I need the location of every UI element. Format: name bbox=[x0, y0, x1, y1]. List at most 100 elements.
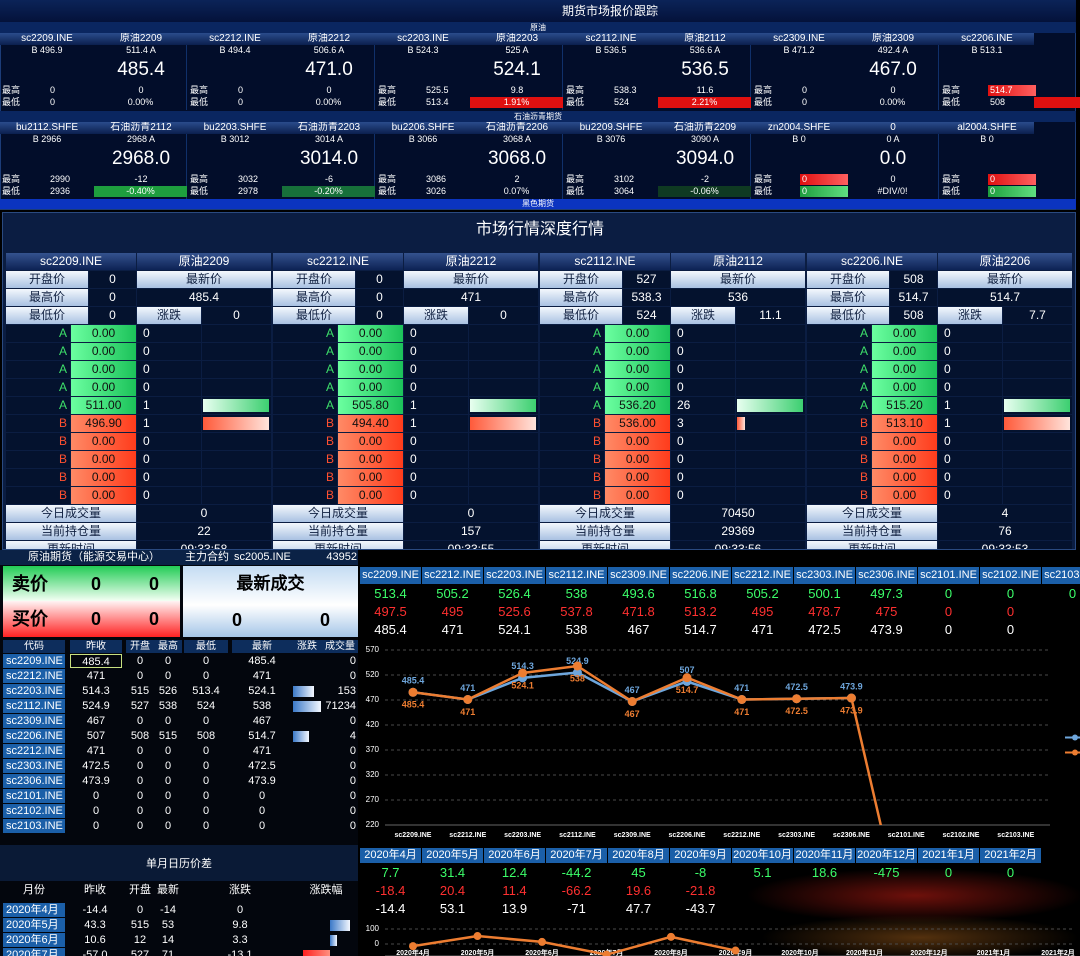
cell: 0 bbox=[1068, 586, 1077, 601]
cell: 526.4 bbox=[498, 586, 531, 601]
high: 3102 bbox=[614, 174, 635, 184]
cell: 513.4 bbox=[374, 586, 407, 601]
cell: 514.7 bbox=[248, 730, 276, 742]
data-label: 467 bbox=[625, 685, 640, 695]
label: 开盘价 bbox=[273, 271, 355, 288]
card bbox=[376, 33, 563, 110]
sell-volume: 0 bbox=[148, 574, 159, 594]
side: A bbox=[6, 397, 70, 414]
data-label: 467 bbox=[625, 709, 640, 719]
cell: 0 bbox=[92, 820, 100, 832]
column-header: 涨跌 bbox=[292, 640, 322, 653]
level-volume: 0 bbox=[938, 379, 1002, 396]
cell: 524 bbox=[196, 700, 216, 712]
label: 最新价 bbox=[671, 271, 805, 288]
label: 今日成交量 bbox=[807, 505, 937, 522]
level-price: 536.00 bbox=[605, 415, 670, 432]
bar-cell bbox=[202, 469, 271, 486]
cell: 3.3 bbox=[232, 934, 248, 946]
low: 524 bbox=[623, 307, 670, 324]
side: A bbox=[6, 379, 70, 396]
month: 2020年7月 bbox=[3, 948, 65, 956]
cell: 0 bbox=[202, 715, 210, 727]
data-label: 524.9 bbox=[566, 656, 589, 666]
panel-title: 市场行情深度行情 bbox=[475, 221, 604, 238]
field-label: 最高 bbox=[754, 174, 773, 184]
point bbox=[627, 697, 637, 706]
oi: 29369 bbox=[671, 523, 805, 540]
sell-price: 0 bbox=[90, 574, 101, 594]
cell: 0 bbox=[202, 655, 210, 667]
code: sc2212.INE bbox=[3, 669, 65, 683]
month: 2020年4月 bbox=[3, 903, 65, 917]
field-label: 最低 bbox=[942, 186, 961, 196]
x-tick-label: sc2112.INE bbox=[559, 832, 596, 839]
low: 524 bbox=[614, 97, 630, 107]
data-label: 485.4 bbox=[402, 676, 425, 686]
contract-name: 原油2309 bbox=[846, 33, 940, 45]
bar-cell bbox=[736, 433, 805, 450]
cell: 19.6 bbox=[625, 883, 652, 898]
change-pct: -0.06% bbox=[658, 186, 751, 197]
cell: 471.8 bbox=[622, 604, 655, 619]
x-tick-label: sc2209.INE bbox=[395, 832, 432, 839]
high: 3032 bbox=[238, 174, 259, 184]
high: 2990 bbox=[50, 174, 71, 184]
cell: 153 bbox=[337, 685, 356, 697]
bar-cell bbox=[736, 379, 805, 396]
high: 0 bbox=[802, 85, 808, 95]
code: sc2309.INE bbox=[3, 714, 65, 728]
cell: 525.6 bbox=[498, 604, 531, 619]
cell: 0 bbox=[164, 655, 172, 667]
y-tick-label: 320 bbox=[366, 770, 380, 779]
ask: 492.4 A bbox=[877, 45, 909, 55]
cell: 538 bbox=[158, 700, 178, 712]
cell: 471 bbox=[441, 622, 464, 637]
data-label: 514.7 bbox=[676, 685, 699, 695]
cell: 53 bbox=[161, 919, 175, 931]
x-tick-label: 2020年4月 bbox=[396, 948, 429, 956]
label: 今日成交量 bbox=[6, 505, 136, 522]
bar-cell bbox=[469, 451, 538, 468]
depth-panel: 市场行情深度行情 sc2209.INE 原油2209 开盘价 0 最新价 最高价 0 485.4… bbox=[2, 212, 1076, 550]
point bbox=[737, 695, 747, 704]
cell: 0 bbox=[1006, 622, 1015, 637]
point bbox=[463, 695, 473, 704]
cell: 0 bbox=[258, 820, 266, 832]
side: B bbox=[807, 433, 871, 450]
level-volume: 0 bbox=[404, 379, 468, 396]
cell: 0 bbox=[202, 760, 210, 772]
cell: 0 bbox=[1006, 604, 1015, 619]
panel-title: 期货市场报价跟踪 bbox=[0, 0, 1076, 22]
ask: 511.4 A bbox=[126, 45, 156, 55]
point bbox=[846, 693, 856, 703]
contract-code: sc2112.INE bbox=[564, 33, 658, 45]
level-volume: 1 bbox=[137, 415, 201, 432]
cell: 0 bbox=[349, 775, 356, 787]
cell: 538 bbox=[252, 700, 272, 712]
cell: -14.4 bbox=[375, 901, 406, 916]
field-label: 最低 bbox=[190, 186, 209, 196]
ask: 3014 A bbox=[314, 134, 344, 144]
column-header: sc2103.INE bbox=[1042, 567, 1080, 584]
column-header: 2020年4月 bbox=[360, 848, 421, 863]
cell: 71234 bbox=[325, 700, 356, 712]
ask: 3068 A bbox=[502, 134, 532, 144]
level-volume: 0 bbox=[671, 343, 735, 360]
trade-volume: 0 bbox=[319, 610, 330, 630]
level-price: 0.00 bbox=[71, 487, 136, 504]
card bbox=[564, 33, 751, 110]
contract-name: 原油2112 bbox=[658, 33, 752, 45]
contract-name: 0 bbox=[846, 122, 940, 134]
change-bar bbox=[293, 731, 310, 742]
cell: 0 bbox=[202, 820, 210, 832]
contract-code: sc2212.INE bbox=[188, 33, 282, 45]
cell: 0 bbox=[349, 760, 356, 772]
card bbox=[0, 122, 187, 199]
name: 原油2112 bbox=[671, 253, 805, 270]
cell: 500.1 bbox=[808, 586, 841, 601]
column-header: 开盘 bbox=[126, 640, 154, 653]
cell: 472.5 bbox=[248, 760, 276, 772]
contract-code: bu2206.SHFE bbox=[376, 122, 470, 134]
data-label: 524.1 bbox=[511, 680, 534, 690]
